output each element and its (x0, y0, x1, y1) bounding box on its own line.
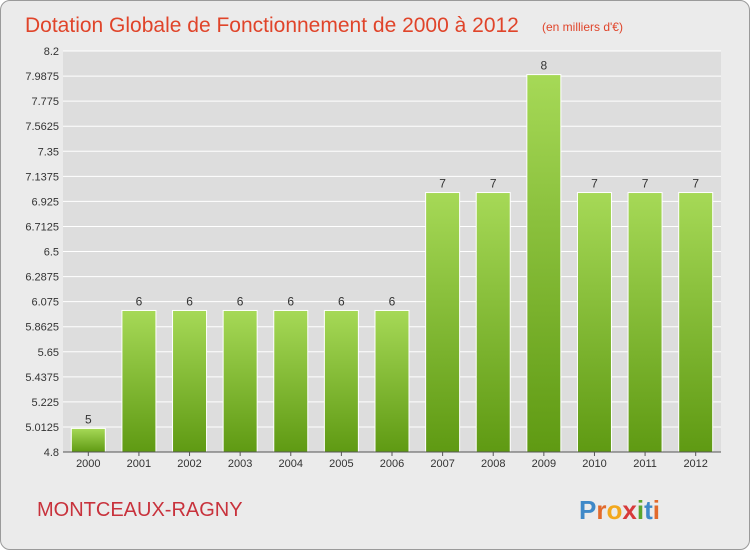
bar-value-label: 7 (439, 177, 446, 191)
bar-2011 (627, 192, 663, 453)
proxiti-logo: Proxiti (579, 495, 660, 525)
y-tick-label: 7.9875 (25, 71, 59, 83)
bar-2001 (121, 309, 157, 453)
bar-2007 (425, 192, 461, 453)
y-tick-label: 5.0125 (25, 422, 59, 434)
x-tick-label: 2002 (177, 458, 201, 470)
x-tick-label: 2011 (633, 458, 657, 470)
bar-2005 (323, 309, 359, 453)
bar-value-label: 7 (490, 177, 497, 191)
y-tick-label: 7.35 (38, 146, 59, 158)
bar-2000 (70, 427, 106, 453)
y-tick-label: 6.2875 (25, 272, 59, 284)
y-tick-label: 4.8 (44, 447, 59, 459)
y-tick-label: 7.1375 (25, 171, 59, 183)
bar-2010 (576, 192, 612, 453)
bar-value-label: 6 (186, 294, 193, 308)
bar-2004 (273, 309, 309, 453)
bar-value-label: 7 (642, 177, 649, 191)
y-tick-label: 6.925 (31, 196, 59, 208)
x-tick-label: 2005 (329, 458, 353, 470)
y-axis-ticks: 8.2 7.9875 7.775 7.5625 7.35 7.1375 6.925 6.712… (25, 46, 59, 459)
bar-2012 (678, 192, 714, 453)
x-tick-label: 2006 (380, 458, 404, 470)
bar-value-label: 8 (541, 59, 548, 73)
bar-value-label: 7 (692, 177, 699, 191)
x-tick-label: 2009 (532, 458, 556, 470)
y-tick-label: 5.65 (38, 347, 59, 359)
x-tick-label: 2010 (582, 458, 606, 470)
x-axis-ticks: 2000 2001 2002 2003 2004 2005 2006 2007 2008 2009… (76, 452, 708, 470)
bar-value-label: 6 (389, 294, 396, 308)
bar-2002 (172, 309, 208, 453)
y-tick-label: 6.075 (31, 297, 59, 309)
y-tick-label: 7.775 (31, 96, 59, 108)
bar-2003 (222, 309, 258, 453)
y-tick-label: 7.5625 (25, 121, 59, 133)
x-tick-label: 2004 (279, 458, 303, 470)
y-tick-label: 6.7125 (25, 221, 59, 233)
bar-value-label: 6 (136, 294, 143, 308)
y-tick-label: 5.4375 (25, 372, 59, 384)
bar-value-label: 6 (287, 294, 294, 308)
y-tick-label: 5.8625 (25, 322, 59, 334)
bar-value-label: 5 (85, 412, 92, 426)
y-tick-label: 8.2 (44, 46, 59, 58)
x-tick-label: 2003 (228, 458, 252, 470)
y-tick-label: 6.5 (44, 247, 59, 259)
x-tick-label: 2007 (430, 458, 454, 470)
x-tick-label: 2008 (481, 458, 505, 470)
bar-value-label: 6 (237, 294, 244, 308)
commune-name: MONTCEAUX-RAGNY (37, 499, 243, 521)
x-tick-label: 2001 (127, 458, 151, 470)
bar-2009 (526, 74, 562, 453)
y-tick-label: 5.225 (31, 397, 59, 409)
bar-value-label: 6 (338, 294, 345, 308)
chart-subtitle: (en milliers d'€) (542, 20, 623, 34)
x-tick-label: 2000 (76, 458, 100, 470)
bars: 5 6 6 6 6 6 6 7 7 8 7 7 7 (70, 59, 714, 453)
bar-2008 (475, 192, 511, 453)
bar-2006 (374, 309, 410, 453)
chart-title: Dotation Globale de Fonctionnement de 20… (25, 14, 519, 37)
x-tick-label: 2012 (683, 458, 707, 470)
bar-value-label: 7 (591, 177, 598, 191)
